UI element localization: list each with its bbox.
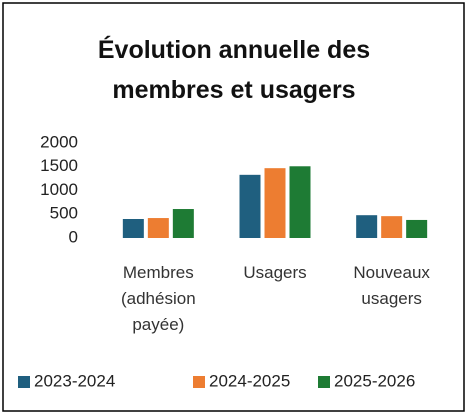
bar	[381, 216, 403, 238]
y-tick-label: 500	[50, 204, 78, 223]
bar	[239, 174, 261, 238]
x-tick-label: Nouveaux usagers	[353, 263, 430, 308]
bar	[147, 218, 169, 238]
bar	[172, 209, 194, 238]
bar	[289, 166, 311, 238]
legend-swatch	[18, 376, 30, 388]
y-tick-label: 2000	[40, 132, 78, 151]
bar	[264, 168, 286, 238]
bar	[122, 219, 144, 238]
legend-label: 2025-2026	[334, 371, 415, 390]
y-tick-label: 0	[69, 227, 78, 246]
legend-label: 2023-2024	[34, 371, 115, 390]
legend-swatch	[318, 376, 330, 388]
x-tick-label: Usagers	[243, 263, 307, 282]
bar	[356, 215, 378, 238]
frame	[2, 2, 465, 412]
y-tick-label: 1000	[40, 180, 78, 199]
legend-swatch	[193, 376, 205, 388]
y-tick-label: 1500	[40, 156, 78, 175]
legend-label: 2024-2025	[209, 371, 290, 390]
x-tick-label: Membres (adhésion payée)	[120, 263, 196, 334]
bar	[406, 219, 428, 238]
chart-title: Évolution annuelle des membres et usager…	[97, 36, 371, 104]
